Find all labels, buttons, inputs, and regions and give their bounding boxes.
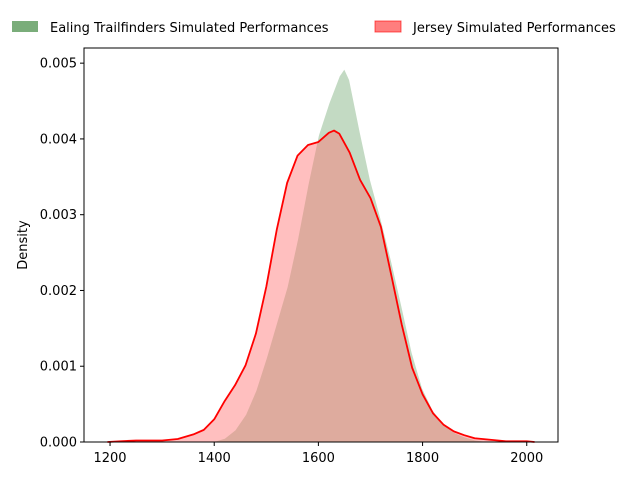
y-tick-label: 0.004 (40, 132, 77, 147)
plot-area (107, 67, 535, 443)
axes: 1200 1400 1600 1800 2000 0.000 0.001 0.002 0.003… (16, 47, 559, 466)
y-tick-label: 0.005 (40, 57, 77, 72)
legend-swatch-1 (12, 21, 38, 32)
series-line-2 (107, 129, 535, 443)
axes-frame (83, 47, 559, 443)
x-tick-label: 1200 (93, 451, 126, 466)
x-tick-label: 1600 (302, 451, 335, 466)
y-tick-label: 0.003 (40, 208, 77, 223)
legend: Ealing Trailfinders Simulated Performanc… (12, 20, 616, 36)
y-tick-label: 0.002 (40, 284, 77, 299)
y-tick-label: 0.000 (40, 436, 77, 451)
x-tick-label: 1400 (198, 451, 231, 466)
x-tick-label: 1800 (406, 451, 439, 466)
y-tick-label: 0.001 (40, 360, 77, 375)
series-area-2 (107, 130, 535, 442)
legend-swatch-2 (374, 20, 402, 33)
y-axis-label: Density (16, 220, 31, 270)
legend-label-2: Jersey Simulated Performances (412, 21, 616, 36)
x-tick-label: 2000 (510, 451, 543, 466)
legend-label-1: Ealing Trailfinders Simulated Performanc… (50, 21, 329, 36)
series-area-1 (209, 68, 506, 443)
